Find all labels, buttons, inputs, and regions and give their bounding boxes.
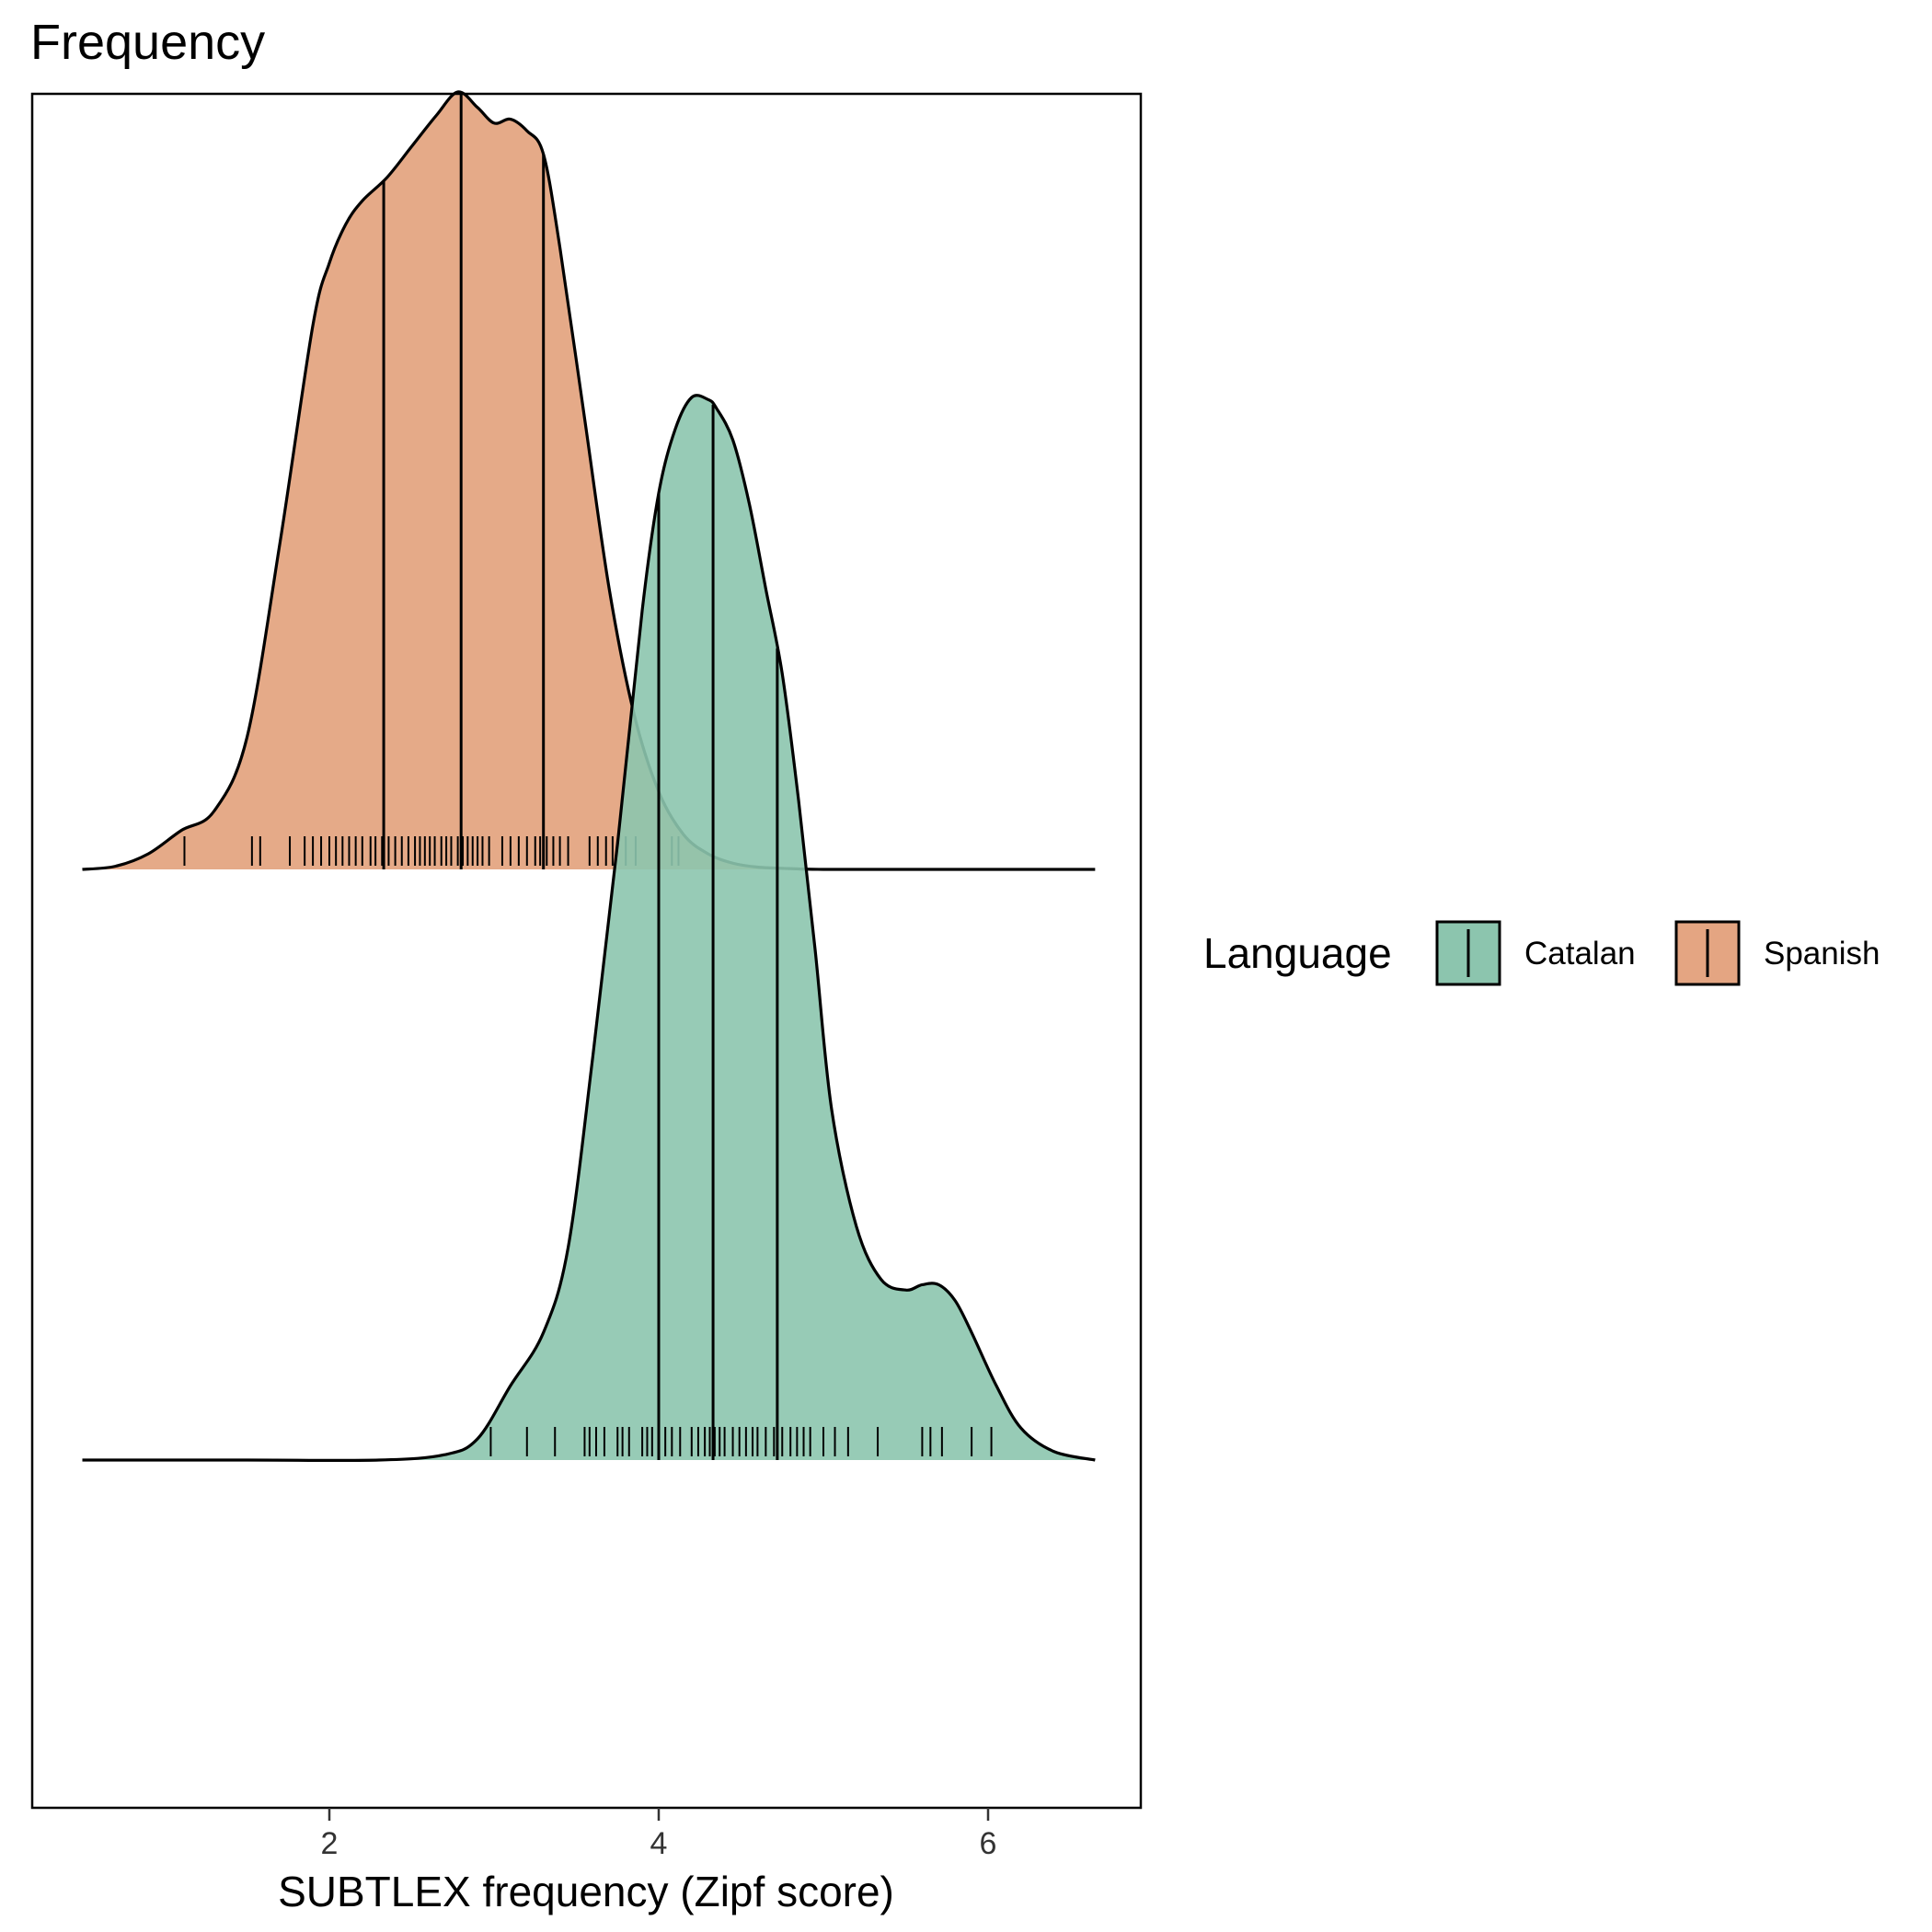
x-axis: 2 4 6 xyxy=(321,1808,997,1861)
legend-title: Language xyxy=(1203,929,1392,977)
ridge-catalan xyxy=(82,394,1096,1463)
ridge-spanish xyxy=(82,90,1096,871)
chart-title: Frequency xyxy=(30,15,265,70)
density-fill-spanish xyxy=(82,91,1096,870)
x-tick-label: 2 xyxy=(321,1826,339,1861)
x-tick-label: 6 xyxy=(980,1826,997,1861)
legend-label-spanish: Spanish xyxy=(1764,936,1880,972)
density-fill-catalan xyxy=(82,395,1096,1461)
plot-panel-border xyxy=(30,92,1143,1810)
legend-items: Catalan Spanish xyxy=(1435,920,1880,986)
ridges-layer xyxy=(82,90,1096,1463)
legend-item-spanish: Spanish xyxy=(1674,920,1880,986)
legend: Language Catalan Spanish xyxy=(1203,920,1880,986)
legend-label-catalan: Catalan xyxy=(1524,936,1636,972)
density-outline-catalan xyxy=(82,394,1096,1463)
legend-item-catalan: Catalan xyxy=(1435,920,1636,986)
x-tick-label: 4 xyxy=(650,1826,668,1861)
x-axis-title: SUBTLEX frequency (Zipf score) xyxy=(278,1868,894,1915)
